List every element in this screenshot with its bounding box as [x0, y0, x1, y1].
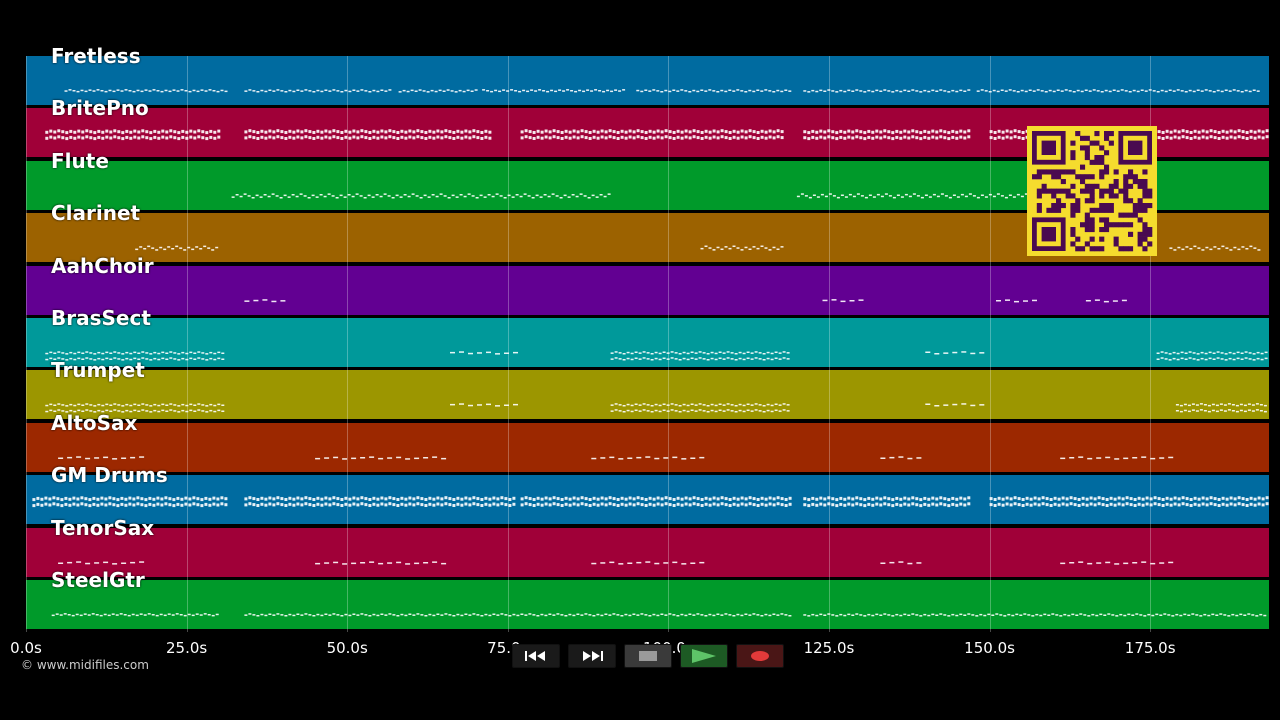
grid-line — [507, 56, 509, 632]
rewind-icon — [525, 651, 545, 661]
track-lane-gm-drums — [26, 475, 1269, 524]
note-streaks — [64, 89, 1260, 93]
time-tick-label: 50.0s — [326, 639, 368, 657]
track-label: AahChoir — [51, 254, 154, 278]
fast-forward-icon — [583, 651, 603, 661]
record-button[interactable] — [736, 644, 784, 668]
fast-forward-button[interactable] — [568, 644, 616, 668]
track-label: TenorSax — [51, 516, 155, 540]
note-streaks — [135, 245, 1261, 251]
note-streaks — [51, 613, 1267, 617]
transport-controls — [512, 644, 784, 668]
track-label: Flute — [51, 149, 109, 173]
stop-icon — [639, 651, 657, 661]
track-lane-tenorsax — [26, 528, 1269, 577]
stop-button[interactable] — [624, 644, 672, 668]
play-button[interactable] — [680, 644, 728, 668]
track-label: Fretless — [51, 44, 141, 68]
track-label: BrasSect — [51, 306, 151, 330]
time-tick-label: 125.0s — [803, 639, 855, 657]
grid-line — [668, 56, 670, 632]
track-lane-steelgtr — [26, 580, 1269, 629]
qr-code-image — [1027, 126, 1157, 256]
track-lane-aahchoir — [26, 266, 1269, 315]
time-tick-label: 0.0s — [10, 639, 42, 657]
time-tick-label: 150.0s — [964, 639, 1015, 657]
grid-line — [26, 56, 27, 632]
play-icon — [692, 649, 716, 663]
track-lane-trumpet — [26, 370, 1269, 419]
time-tick-label: 175.0s — [1124, 639, 1176, 657]
track-lane-fretless — [26, 56, 1269, 105]
grid-line — [828, 56, 830, 632]
record-icon — [751, 651, 769, 661]
note-streaks — [45, 351, 1268, 361]
grid-line — [989, 56, 991, 632]
note-streaks — [45, 403, 1267, 413]
note-streaks — [32, 496, 1269, 508]
track-lane-altosax — [26, 423, 1269, 472]
note-streaks — [58, 456, 1174, 460]
grid-line — [186, 56, 188, 632]
note-streaks — [244, 299, 1127, 303]
track-label: AltoSax — [51, 411, 138, 435]
track-label: GM Drums — [51, 463, 168, 487]
grid-line — [1150, 56, 1152, 632]
grid-line — [347, 56, 349, 632]
track-label: BritePno — [51, 96, 149, 120]
track-label: Trumpet — [51, 358, 145, 382]
track-lane-brassect — [26, 318, 1269, 367]
track-label: SteelGtr — [51, 568, 145, 592]
note-streaks — [58, 561, 1174, 565]
time-tick-label: 25.0s — [165, 639, 208, 657]
copyright-text: © www.midifiles.com — [21, 658, 149, 672]
rewind-button[interactable] — [512, 644, 560, 668]
track-label: Clarinet — [51, 201, 141, 225]
